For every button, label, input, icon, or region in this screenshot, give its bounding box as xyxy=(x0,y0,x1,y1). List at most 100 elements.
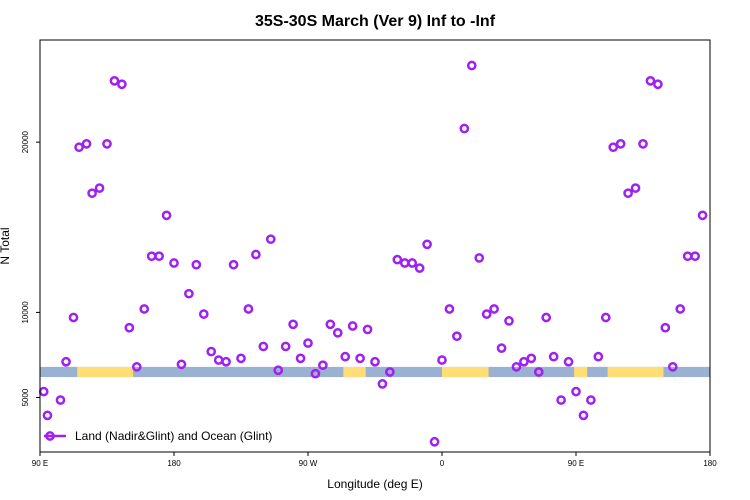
data-point-0-44 xyxy=(362,324,373,335)
data-point-0-16 xyxy=(154,251,164,262)
data-point-0-17 xyxy=(161,210,172,221)
data-point-0-85 xyxy=(667,362,678,372)
data-point-0-22 xyxy=(198,309,209,319)
data-point-0-74 xyxy=(586,395,596,405)
data-point-0-19 xyxy=(176,359,187,370)
land-span-4 xyxy=(607,366,664,378)
data-point-0-14 xyxy=(139,304,150,314)
y-tick-label-1: 10000 xyxy=(21,301,30,324)
data-point-0-21 xyxy=(191,259,202,270)
data-point-0-26 xyxy=(228,259,239,270)
data-point-0-12 xyxy=(124,322,135,333)
data-point-0-1 xyxy=(42,410,53,421)
data-point-0-0 xyxy=(38,386,49,397)
data-point-0-4 xyxy=(68,312,79,323)
data-point-0-13 xyxy=(131,362,142,372)
plot-frame xyxy=(39,39,711,453)
x-tick-label-5: 180 xyxy=(703,459,717,468)
x-axis-ticks: 90 E 180 90 W 0 90 E 180 xyxy=(32,452,717,468)
data-point-0-7 xyxy=(87,188,97,199)
x-tick-label-1: 180 xyxy=(167,459,181,468)
data-point-0-31 xyxy=(265,234,276,245)
data-point-0-53 xyxy=(429,436,440,447)
data-point-0-37 xyxy=(310,368,321,379)
data-point-0-32 xyxy=(273,365,284,376)
legend: Land (Nadir&Glint) and Ocean (Glint) xyxy=(44,429,272,443)
data-point-0-15 xyxy=(146,251,157,262)
data-point-0-35 xyxy=(295,353,306,364)
data-point-0-87 xyxy=(682,251,693,262)
data-point-0-60 xyxy=(481,309,492,319)
data-point-0-43 xyxy=(355,353,365,364)
data-point-0-10 xyxy=(109,76,120,86)
data-point-0-8 xyxy=(94,183,105,193)
data-point-0-29 xyxy=(251,249,261,260)
data-point-0-25 xyxy=(221,356,231,367)
data-point-0-57 xyxy=(459,123,470,134)
x-tick-label-3: 0 xyxy=(440,459,445,468)
data-point-0-24 xyxy=(213,355,224,365)
chart-title: 35S-30S March (Ver 9) Inf to -Inf xyxy=(255,13,496,30)
data-point-0-20 xyxy=(184,288,194,299)
data-point-0-62 xyxy=(496,343,507,353)
data-point-0-34 xyxy=(288,319,298,330)
data-point-0-79 xyxy=(623,188,633,199)
data-point-0-83 xyxy=(653,79,663,90)
y-axis-label: N Total xyxy=(0,227,12,264)
x-tick-label-2: 90 W xyxy=(299,459,318,468)
data-point-0-59 xyxy=(474,253,485,263)
data-point-0-33 xyxy=(280,341,291,352)
data-point-0-64 xyxy=(511,362,522,372)
data-point-0-38 xyxy=(318,360,328,371)
data-point-0-28 xyxy=(243,304,254,314)
data-point-0-67 xyxy=(533,367,544,377)
x-tick-label-4: 90 E xyxy=(568,459,584,468)
data-point-0-11 xyxy=(117,79,127,90)
data-point-0-65 xyxy=(519,356,529,367)
data-point-0-41 xyxy=(340,351,351,362)
data-point-0-69 xyxy=(548,351,559,362)
data-point-0-9 xyxy=(102,139,112,149)
data-point-0-72 xyxy=(571,386,581,397)
data-point-0-71 xyxy=(563,356,574,367)
y-axis-ticks: 5000 10000 20000 xyxy=(21,130,40,406)
data-point-0-30 xyxy=(258,341,269,352)
data-point-0-27 xyxy=(236,353,246,364)
legend-label: Land (Nadir&Glint) and Ocean (Glint) xyxy=(75,429,272,443)
data-point-0-47 xyxy=(385,367,395,377)
data-point-0-88 xyxy=(690,251,700,262)
land-span-1 xyxy=(343,366,366,378)
data-point-0-50 xyxy=(407,258,418,268)
data-point-0-39 xyxy=(325,319,336,330)
data-point-0-36 xyxy=(303,338,313,348)
map-strip xyxy=(40,366,710,378)
data-point-0-52 xyxy=(422,239,432,250)
data-point-0-58 xyxy=(466,60,477,71)
data-point-0-42 xyxy=(347,321,358,331)
data-point-0-3 xyxy=(61,356,71,367)
x-tick-label-0: 90 E xyxy=(32,459,48,468)
data-point-0-81 xyxy=(638,139,648,149)
data-point-0-46 xyxy=(377,379,388,389)
data-point-0-18 xyxy=(169,258,179,268)
y-tick-label-2: 20000 xyxy=(21,130,30,153)
data-point-0-55 xyxy=(444,304,455,314)
data-point-0-63 xyxy=(504,316,514,326)
data-point-0-23 xyxy=(206,346,217,357)
data-point-0-76 xyxy=(600,312,611,323)
y-tick-label-0: 5000 xyxy=(21,388,30,406)
data-point-0-66 xyxy=(526,353,537,364)
ocean-band xyxy=(40,366,710,378)
data-point-0-80 xyxy=(630,183,641,193)
data-points xyxy=(38,60,708,447)
data-point-0-77 xyxy=(608,142,619,153)
data-point-0-70 xyxy=(556,395,566,405)
data-point-0-6 xyxy=(81,139,92,149)
data-point-0-61 xyxy=(489,304,499,314)
data-point-0-89 xyxy=(697,210,708,221)
land-span-3 xyxy=(574,366,588,378)
data-point-0-56 xyxy=(452,331,462,342)
data-point-0-40 xyxy=(332,327,343,338)
legend-marker-swatch xyxy=(45,431,55,441)
